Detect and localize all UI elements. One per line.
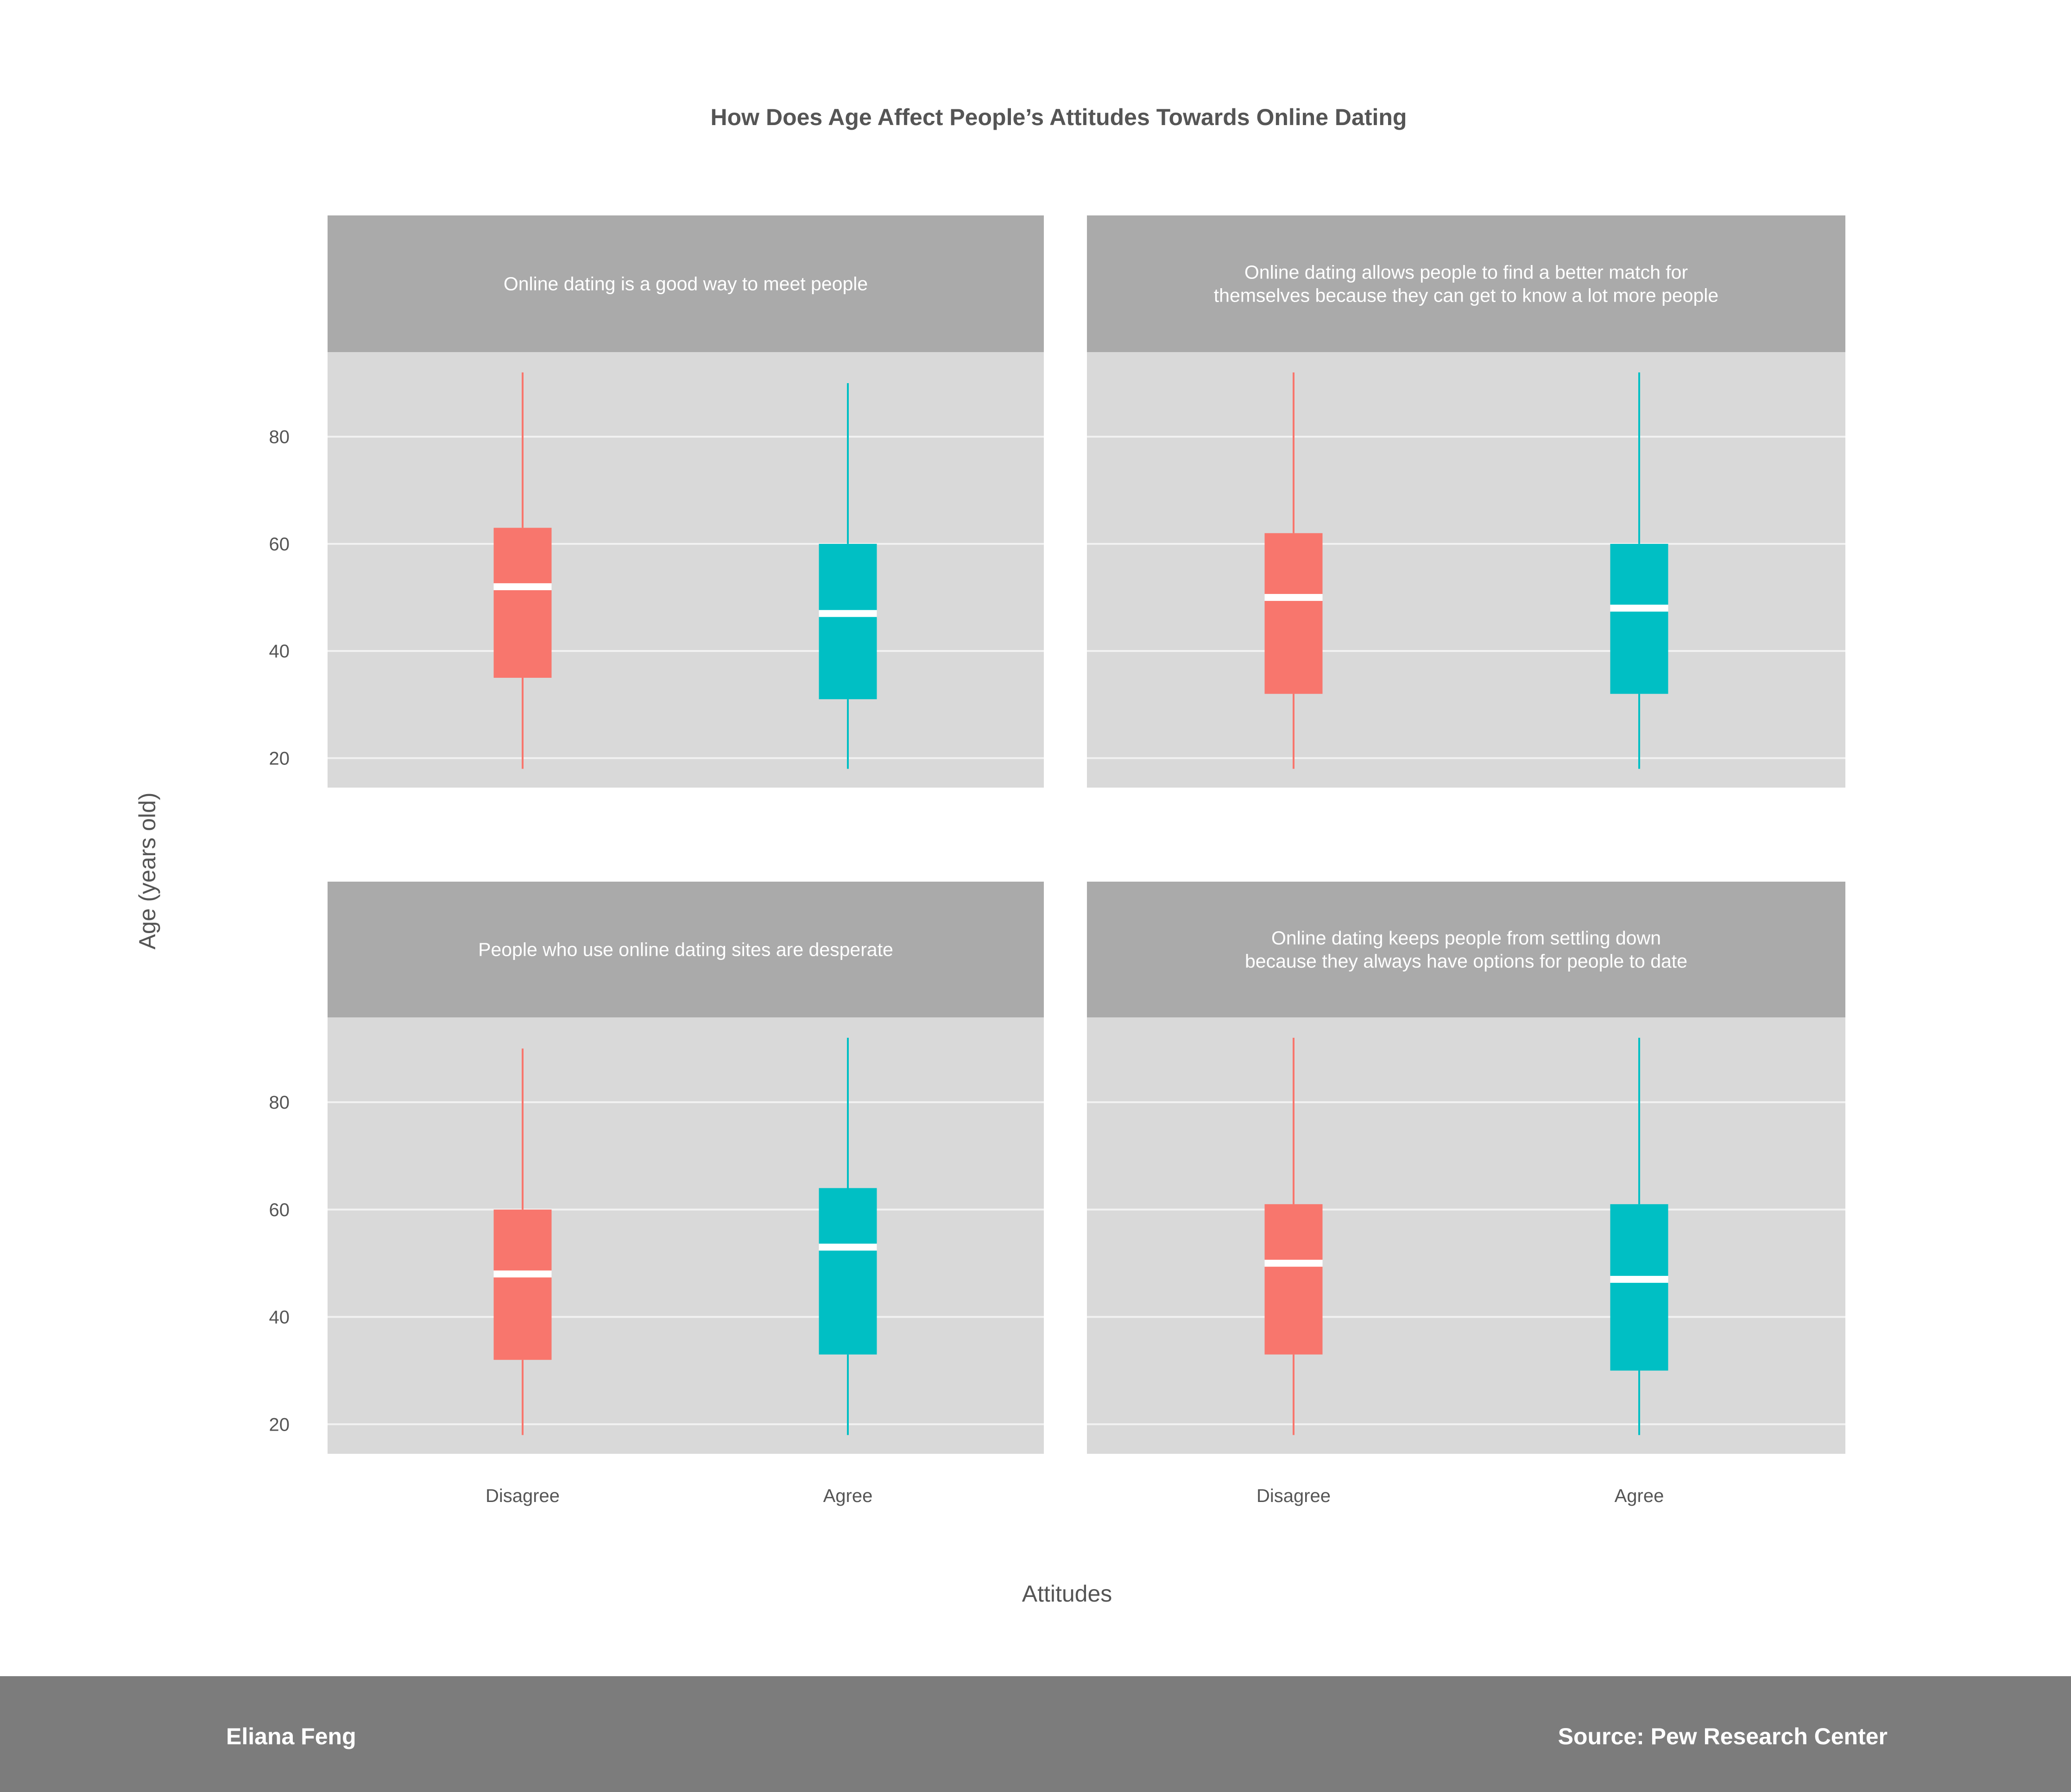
median-line bbox=[1610, 1275, 1668, 1283]
boxplot-agree bbox=[1610, 372, 1668, 769]
boxplot-agree bbox=[1610, 1038, 1668, 1435]
facet-strip bbox=[328, 882, 1044, 1017]
boxplot-agree bbox=[819, 383, 877, 769]
facet-strip-title: themselves because they can get to know … bbox=[1214, 285, 1718, 306]
facet-strip-title: Online dating is a good way to meet peop… bbox=[504, 273, 868, 295]
x-tick-label: Agree bbox=[823, 1486, 873, 1506]
facet-strip-title: because they always have options for peo… bbox=[1245, 951, 1687, 972]
y-axis-title: Age (years old) bbox=[134, 792, 160, 949]
facet-panels: Online dating is a good way to meet peop… bbox=[269, 215, 1845, 1506]
median-line bbox=[1264, 1260, 1323, 1267]
box-iqr bbox=[1264, 533, 1323, 694]
y-tick-label: 20 bbox=[269, 1414, 290, 1435]
box-iqr bbox=[493, 1209, 552, 1360]
plot-background bbox=[328, 352, 1044, 788]
median-line bbox=[819, 1243, 877, 1251]
y-tick-label: 80 bbox=[269, 427, 290, 448]
footer-author: Eliana Feng bbox=[226, 1723, 356, 1749]
y-tick-label: 20 bbox=[269, 748, 290, 769]
y-tick-label: 40 bbox=[269, 641, 290, 662]
facet-strip-title: People who use online dating sites are d… bbox=[478, 939, 893, 960]
y-tick-label: 80 bbox=[269, 1092, 290, 1113]
chart-title: How Does Age Affect People’s Attitudes T… bbox=[711, 104, 1407, 130]
facet-panel-2: Online dating allows people to find a be… bbox=[1087, 215, 1845, 788]
box-iqr bbox=[1610, 1204, 1668, 1371]
median-line bbox=[493, 1270, 552, 1278]
plot-background bbox=[1087, 352, 1845, 788]
facet-panel-4: Online dating keeps people from settling… bbox=[1087, 882, 1845, 1506]
facet-panel-1: Online dating is a good way to meet peop… bbox=[269, 215, 1044, 788]
x-tick-label: Disagree bbox=[486, 1486, 560, 1506]
boxplot-disagree bbox=[1264, 372, 1323, 769]
facet-strip bbox=[328, 215, 1044, 352]
facet-panel-3: People who use online dating sites are d… bbox=[269, 882, 1044, 1506]
facet-strip bbox=[1087, 215, 1845, 352]
y-tick-label: 40 bbox=[269, 1307, 290, 1328]
box-iqr bbox=[1610, 543, 1668, 694]
facet-strip bbox=[1087, 882, 1845, 1017]
x-tick-label: Agree bbox=[1615, 1486, 1664, 1506]
boxplot-disagree bbox=[1264, 1038, 1323, 1435]
y-tick-label: 60 bbox=[269, 534, 290, 555]
facet-strip-title: Online dating keeps people from settling… bbox=[1271, 928, 1661, 949]
footer-bar bbox=[0, 1676, 2071, 1792]
y-tick-label: 60 bbox=[269, 1200, 290, 1220]
x-tick-label: Disagree bbox=[1256, 1486, 1331, 1506]
boxplot-disagree bbox=[493, 1048, 552, 1435]
boxplot-agree bbox=[819, 1038, 877, 1435]
box-iqr bbox=[819, 1188, 877, 1355]
box-iqr bbox=[819, 543, 877, 700]
facet-strip-title: Online dating allows people to find a be… bbox=[1244, 262, 1688, 283]
median-line bbox=[493, 583, 552, 590]
x-axis-title: Attitudes bbox=[1022, 1581, 1112, 1607]
boxplot-disagree bbox=[493, 372, 552, 769]
median-line bbox=[819, 610, 877, 617]
plot-background bbox=[328, 1017, 1044, 1454]
median-line bbox=[1264, 594, 1323, 601]
median-line bbox=[1610, 605, 1668, 612]
box-iqr bbox=[493, 528, 552, 678]
plot-background bbox=[1087, 1017, 1845, 1454]
footer-source: Source: Pew Research Center bbox=[1558, 1723, 1888, 1749]
box-iqr bbox=[1264, 1204, 1323, 1355]
